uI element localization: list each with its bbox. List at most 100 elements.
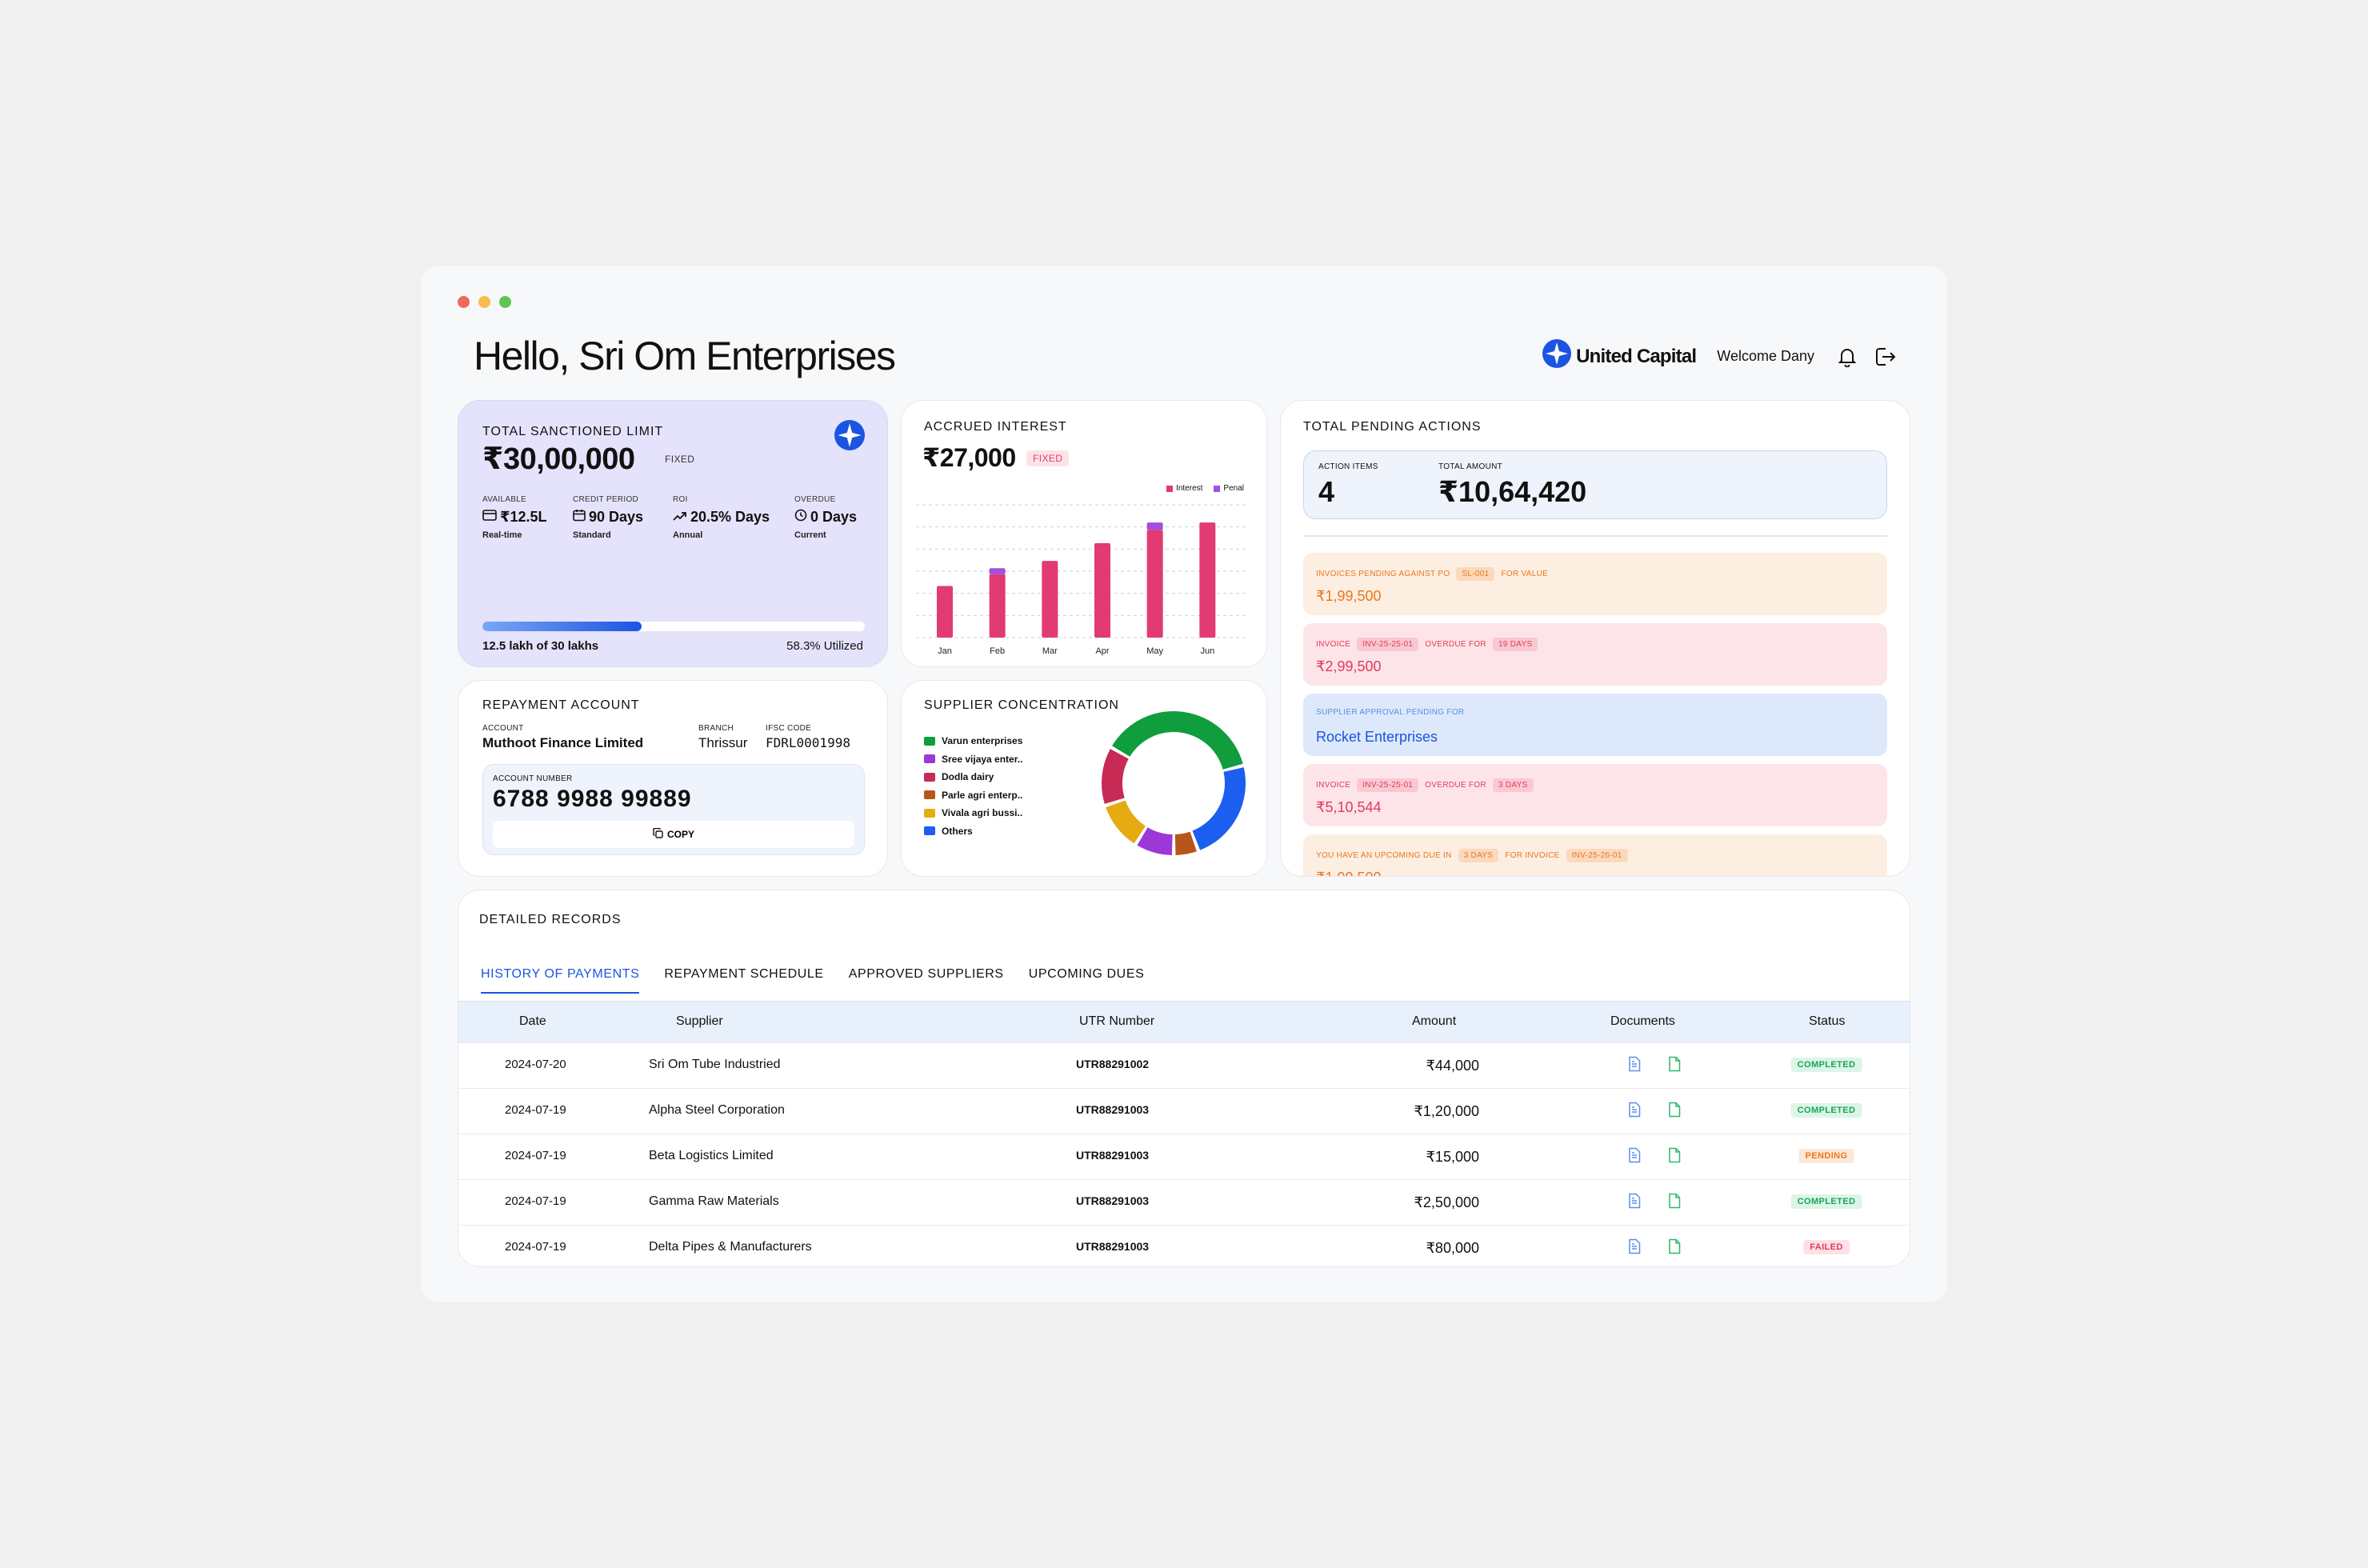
row-amount: ₹2,50,000	[1414, 1194, 1479, 1210]
legend-swatch	[924, 772, 935, 782]
document-icon[interactable]	[1628, 1238, 1641, 1258]
pending-chip: SL-001	[1456, 567, 1495, 581]
account-name: Muthoot Finance Limited	[482, 735, 644, 750]
bell-icon[interactable]	[1835, 345, 1859, 369]
legend-label: Dodla dairy	[942, 771, 994, 783]
donut-slice	[1102, 749, 1129, 804]
file-icon[interactable]	[1668, 1238, 1681, 1258]
logout-icon[interactable]	[1874, 345, 1898, 369]
tab-history-of-payments[interactable]: HISTORY OF PAYMENTS	[481, 967, 640, 994]
total-amount-label: TOTAL AMOUNT	[1438, 462, 1503, 471]
brand-logo[interactable]: United Capital	[1542, 339, 1697, 374]
row-utr: UTR88291003	[1076, 1194, 1150, 1207]
table-row[interactable]: 2024-07-19 Beta Logistics Limited UTR88291…	[458, 1134, 1910, 1179]
row-supplier: Delta Pipes & Manufacturers	[649, 1240, 812, 1254]
legend-label: Vivala agri bussi..	[942, 807, 1023, 819]
document-icon[interactable]	[1628, 1147, 1641, 1167]
x-tick-label: Apr	[1095, 646, 1109, 656]
bar-interest	[989, 574, 1006, 638]
pending-action-item[interactable]: INVOICES PENDING AGAINST PO SL-001 FOR VAL…	[1303, 553, 1887, 615]
maximize-window-button[interactable]	[499, 296, 511, 308]
supplier-donut-chart	[1102, 711, 1246, 855]
document-icon[interactable]	[1628, 1056, 1641, 1076]
pending-action-item[interactable]: INVOICE INV-25-25-01 OVERDUE FOR 19 DAYS ₹2,…	[1303, 623, 1887, 686]
status-badge: COMPLETED	[1790, 1058, 1862, 1072]
stat-overdue: OVERDUE 0 Days Current	[794, 495, 857, 540]
legend-item: Varun enterprises	[924, 732, 1022, 750]
legend-label: Varun enterprises	[942, 735, 1023, 747]
tab-approved-suppliers[interactable]: APPROVED SUPPLIERS	[848, 967, 1004, 981]
pending-text: OVERDUE FOR	[1425, 781, 1486, 790]
clock-icon	[794, 509, 807, 526]
legend-swatch	[924, 790, 935, 800]
table-row[interactable]: 2024-07-19 Gamma Raw Materials UTR88291003…	[458, 1179, 1910, 1225]
column-header-amount: Amount	[1412, 1014, 1457, 1028]
legend-swatch	[924, 736, 935, 746]
copy-button[interactable]: COPY	[493, 821, 854, 848]
fixed-tag: FIXED	[1026, 450, 1070, 466]
file-icon[interactable]	[1668, 1147, 1681, 1167]
x-tick-label: Jan	[938, 646, 952, 656]
pending-action-item[interactable]: YOU HAVE AN UPCOMING DUE IN 3 DAYS FOR INV…	[1303, 834, 1887, 876]
stat-credit-period: CREDIT PERIOD 90 Days Standard	[573, 495, 643, 540]
supplier-legend: Varun enterprises Sree vijaya enter.. Dodl…	[924, 732, 1022, 840]
pending-text: INVOICE	[1316, 781, 1351, 790]
status-badge: PENDING	[1798, 1149, 1854, 1163]
tab-repayment-schedule[interactable]: REPAYMENT SCHEDULE	[664, 967, 824, 981]
pending-actions-card: TOTAL PENDING ACTIONS ACTION ITEMS 4 TOT…	[1280, 400, 1910, 877]
file-icon[interactable]	[1668, 1193, 1681, 1213]
card-title: REPAYMENT ACCOUNT	[482, 698, 640, 712]
x-tick-label: Jun	[1200, 646, 1214, 656]
document-icon[interactable]	[1628, 1102, 1641, 1122]
row-utr: UTR88291003	[1076, 1103, 1150, 1116]
supplier-concentration-card: SUPPLIER CONCENTRATION Varun enterprises…	[901, 680, 1267, 877]
pending-action-item[interactable]: INVOICE INV-25-25-01 OVERDUE FOR 3 DAYS ₹5,1…	[1303, 764, 1887, 826]
table-row[interactable]: 2024-07-20 Sri Om Tube Industried UTR88291…	[458, 1042, 1910, 1088]
stat-sub: Annual	[673, 530, 703, 540]
row-amount: ₹1,20,000	[1414, 1103, 1479, 1119]
row-date: 2024-07-19	[505, 1240, 566, 1254]
stat-available: AVAILABLE ₹12.5L Real-time	[482, 495, 547, 540]
status-cell: COMPLETED	[1790, 1102, 1862, 1118]
table-row[interactable]: 2024-07-19 Delta Pipes & Manufacturers UTR…	[458, 1225, 1910, 1266]
minimize-window-button[interactable]	[478, 296, 490, 308]
column-header-date: Date	[519, 1014, 546, 1028]
pending-chip: INV-25-25-01	[1357, 638, 1419, 651]
ifsc-label: IFSC CODE	[766, 724, 812, 733]
file-icon[interactable]	[1668, 1056, 1681, 1076]
table-row[interactable]: 2024-07-19 Alpha Steel Corporation UTR8829…	[458, 1088, 1910, 1134]
copy-label: COPY	[666, 829, 694, 840]
legend-label: Sree vijaya enter..	[942, 753, 1023, 765]
row-date: 2024-07-20	[505, 1058, 566, 1071]
repayment-account-card: REPAYMENT ACCOUNT ACCOUNT Muthoot Financ…	[458, 680, 888, 877]
tab-upcoming-dues[interactable]: UPCOMING DUES	[1028, 967, 1145, 981]
sanctioned-limit-card: TOTAL SANCTIONED LIMIT ₹30,00,000 FIXED …	[458, 400, 888, 667]
stat-label: CREDIT PERIOD	[573, 495, 639, 504]
stat-label: AVAILABLE	[482, 495, 527, 504]
row-utr: UTR88291003	[1076, 1240, 1150, 1253]
donut-slice	[1112, 711, 1243, 770]
bar-interest	[1199, 522, 1216, 638]
pending-chip: 3 DAYS	[1458, 849, 1499, 862]
window-controls	[458, 296, 511, 308]
ifsc-value: FDRL0001998	[766, 735, 850, 750]
stat-sub: Current	[794, 530, 826, 540]
row-date: 2024-07-19	[505, 1149, 566, 1162]
pending-text: INVOICE	[1316, 640, 1351, 649]
pending-amount: Rocket Enterprises	[1316, 729, 1438, 745]
stat-label: ROI	[673, 495, 688, 504]
bar-penal	[1146, 522, 1163, 530]
interest-amount: ₹27,000	[922, 443, 1016, 472]
legend-interest: Interest	[1166, 484, 1202, 493]
app-window: Hello, Sri Om Enterprises United Capital…	[421, 266, 1947, 1302]
document-icon[interactable]	[1628, 1193, 1641, 1213]
file-icon[interactable]	[1668, 1102, 1681, 1122]
page-title: Hello, Sri Om Enterprises	[474, 334, 896, 378]
pending-chip: INV-25-25-01	[1357, 778, 1419, 792]
legend-penal: Penal	[1214, 484, 1244, 493]
donut-slice	[1174, 831, 1197, 855]
pending-action-item[interactable]: SUPPLIER APPROVAL PENDING FOR Rocket Ente…	[1303, 694, 1887, 756]
close-window-button[interactable]	[458, 296, 470, 308]
account-number: 6788 9988 99889	[493, 786, 692, 812]
interest-bar-chart: Jan Feb Mar Apr May Jun	[916, 504, 1247, 656]
